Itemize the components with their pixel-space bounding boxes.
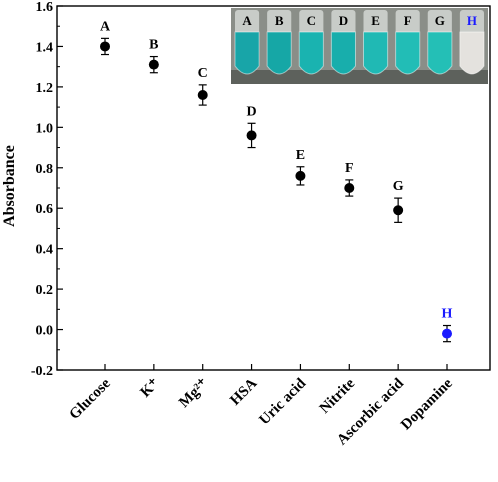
tube-label: G [435, 13, 445, 28]
point-label: E [296, 148, 305, 163]
point-group: D [246, 104, 257, 149]
category-label: Nitrite [317, 375, 359, 417]
tube-cap [459, 10, 484, 34]
point-label: G [393, 179, 404, 194]
point-group: A [100, 19, 111, 56]
category-label: Dopamine [398, 375, 456, 433]
y-tick-label: 0.2 [36, 283, 54, 298]
y-tick-label: 0.8 [36, 162, 54, 177]
y-tick-label: 0.4 [36, 243, 54, 258]
point-group: E [295, 148, 306, 186]
tube-cap [299, 10, 324, 34]
x-ticks [104, 364, 448, 370]
y-tick-label: 1.2 [36, 81, 54, 96]
tube-label: F [404, 13, 412, 28]
tube-body [298, 31, 324, 75]
y-tick-label: 1.6 [36, 0, 54, 15]
data-point [344, 183, 355, 193]
tube-cap [427, 10, 452, 34]
inset-ground [231, 70, 488, 84]
tube-label: H [467, 13, 477, 28]
y-axis-title-group: Absorbance [1, 145, 18, 227]
tube-body [427, 31, 453, 75]
point-label: B [149, 38, 158, 53]
point-label: H [442, 307, 453, 322]
point-label: C [198, 66, 208, 81]
inset-photo: A B C D E F G H [231, 8, 488, 84]
tube-cap [267, 10, 292, 34]
point-group: G [393, 179, 404, 223]
point-group: B [148, 38, 159, 74]
point-label: D [247, 104, 257, 119]
tube-label: A [242, 13, 252, 28]
tube-body [363, 31, 389, 75]
category-label: K⁺ [138, 375, 163, 400]
point-group: H [442, 307, 453, 343]
tube-cap [235, 10, 260, 34]
tube-label: C [307, 13, 316, 28]
y-tick-label: 0.6 [36, 202, 54, 217]
category-label: HSA [227, 375, 260, 408]
point-label: F [345, 161, 354, 176]
category-label: Glucose [67, 375, 114, 422]
y-tick-label: 0.0 [36, 324, 54, 339]
tube-label: E [371, 13, 380, 28]
point-group: C [197, 66, 208, 106]
data-points: A B C D E F G H [100, 19, 453, 343]
tube-cap [395, 10, 420, 34]
tube-cap [363, 10, 388, 34]
category-label: Uric acid [256, 375, 309, 428]
data-point [442, 328, 452, 339]
y-tick-label: -0.2 [31, 364, 53, 379]
data-point [148, 59, 159, 70]
point-label: A [100, 19, 111, 34]
data-point [295, 170, 306, 181]
y-axis-title: Absorbance [1, 145, 18, 227]
tube-body [234, 31, 260, 75]
tube-label: B [275, 13, 284, 28]
data-point [393, 205, 404, 216]
data-point [197, 89, 208, 100]
tube-body [395, 31, 421, 75]
data-point [100, 41, 110, 52]
point-group: F [344, 161, 355, 197]
y-tick-label: 1.4 [36, 40, 54, 55]
tube-label: D [339, 13, 348, 28]
tube-cap [331, 10, 356, 34]
data-point [246, 130, 257, 141]
tube-body [459, 31, 485, 75]
tube-body [266, 31, 292, 75]
category-label: Mg²⁺ [176, 375, 211, 410]
y-ticks: -0.2 0.0 0.2 0.4 0.6 0.8 1.0 1.2 1.4 1.6 [31, 0, 63, 379]
y-tick-label: 1.0 [36, 121, 54, 136]
tube-body [330, 31, 356, 75]
